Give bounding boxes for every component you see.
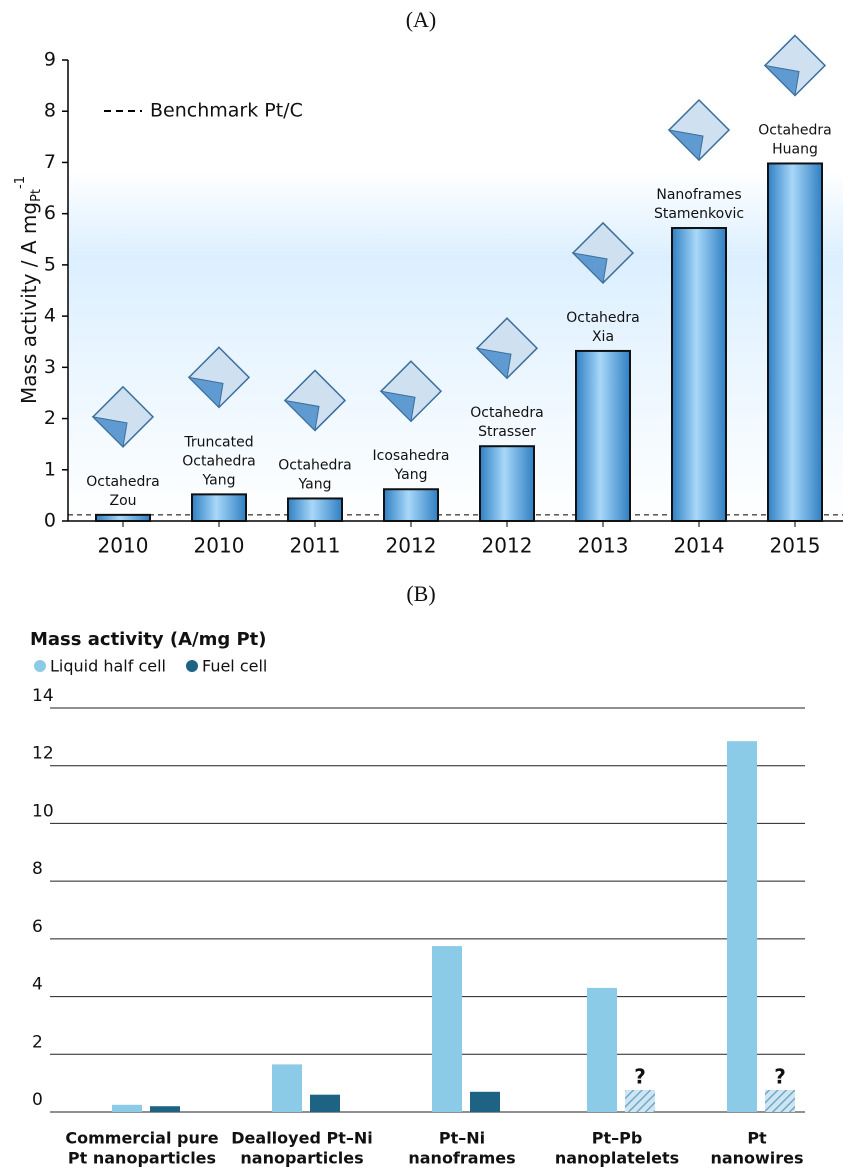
x-tick-label: 2014	[674, 534, 725, 558]
y-tick-label: 10	[32, 801, 54, 821]
polyhedron-face	[475, 347, 512, 380]
y-tick-label: 0	[44, 510, 56, 532]
unknown-bar	[625, 1090, 655, 1112]
bar	[95, 513, 151, 522]
y-tick-label: 4	[44, 305, 56, 327]
panel-title: (B)	[406, 581, 435, 606]
y-tick-label: 6	[44, 202, 56, 224]
polyhedron-face	[283, 399, 320, 432]
value-label: ?	[774, 1065, 786, 1089]
polyhedron-face	[763, 64, 800, 97]
bar-annotation: Octahedra	[278, 457, 352, 473]
bar	[727, 741, 757, 1112]
unknown-bar	[765, 1090, 795, 1112]
bar-annotation: Xia	[592, 329, 614, 345]
bar-annotation: Yang	[394, 467, 428, 483]
x-tick-label: nanoframes	[408, 1149, 515, 1168]
y-tick-label: 1	[44, 458, 56, 480]
bar	[383, 488, 439, 522]
y-axis-label-sub: Pt	[29, 189, 44, 202]
x-tick-label: nanoparticles	[240, 1149, 363, 1168]
bar	[470, 1091, 500, 1112]
legend-label: Benchmark Pt/C	[150, 100, 303, 122]
x-tick-label: 2012	[386, 534, 437, 558]
x-tick-label: Pt	[747, 1129, 767, 1148]
bar	[150, 1106, 180, 1112]
bar-annotation: Octahedra	[566, 310, 640, 326]
y-tick-label: 4	[32, 975, 43, 995]
bar	[287, 497, 343, 522]
y-axis-label-main: Mass activity / A mg	[17, 202, 41, 404]
x-tick-label: nanowires	[710, 1149, 803, 1168]
bar-annotation: Octahedra	[86, 474, 160, 490]
x-tick-label: 2010	[194, 534, 245, 558]
bar-annotation: Yang	[202, 472, 236, 488]
bar-annotation: Yang	[298, 476, 332, 492]
y-tick-label: 14	[32, 686, 54, 706]
bar	[112, 1104, 142, 1112]
panel-title: (A)	[406, 7, 437, 32]
chart-subtitle: Mass activity (A/mg Pt)	[30, 629, 267, 650]
bar-annotation: Huang	[772, 141, 818, 157]
polyhedron-face	[571, 252, 608, 284]
y-axis-label-sup: -1	[13, 176, 28, 189]
y-tick-label: 7	[44, 151, 56, 173]
x-tick-label: 2010	[98, 534, 149, 558]
bar-annotation: Icosahedra	[373, 448, 450, 464]
y-tick-label: 9	[44, 49, 56, 71]
y-tick-label: 8	[44, 100, 56, 122]
bar	[272, 1064, 302, 1112]
x-tick-label: Pt–Ni	[439, 1129, 485, 1148]
bar	[310, 1094, 340, 1112]
value-label: ?	[634, 1065, 646, 1089]
bar	[479, 445, 535, 522]
x-tick-label: Commercial pure	[65, 1129, 218, 1148]
x-tick-label: 2011	[290, 534, 341, 558]
polyhedron-face	[379, 390, 416, 423]
legend-label: Liquid half cell	[50, 657, 166, 676]
y-tick-label: 2	[44, 407, 56, 429]
polyhedron-face	[667, 129, 704, 162]
bar	[671, 227, 727, 523]
bar	[191, 493, 247, 522]
bar-annotation: Octahedra	[182, 453, 256, 469]
legend-label: Fuel cell	[202, 657, 267, 676]
x-tick-label: Pt–Pb	[592, 1129, 643, 1148]
y-tick-label: 0	[32, 1090, 43, 1110]
legend-swatch	[185, 660, 198, 672]
bar-annotation: Octahedra	[758, 122, 832, 138]
bar	[432, 946, 462, 1112]
polyhedron-face	[91, 416, 128, 448]
x-tick-label: 2013	[578, 534, 629, 558]
y-tick-label: 3	[44, 356, 56, 378]
x-tick-label: 2012	[482, 534, 533, 558]
bar-annotation: Octahedra	[470, 405, 544, 421]
bar	[767, 162, 823, 522]
x-tick-label: 2015	[770, 534, 821, 558]
bar-annotation: Stamenkovic	[654, 206, 744, 222]
y-axis-label: Mass activity / A mgPt-1	[13, 176, 44, 404]
y-tick-label: 2	[32, 1032, 43, 1052]
bar	[587, 987, 617, 1112]
y-tick-label: 12	[32, 744, 54, 764]
y-tick-label: 6	[32, 917, 43, 937]
y-tick-label: 5	[44, 253, 56, 275]
legend-swatch	[34, 660, 46, 672]
x-tick-label: Pt nanoparticles	[68, 1149, 216, 1168]
polyhedron-face	[187, 376, 224, 409]
y-tick-label: 8	[32, 859, 43, 879]
bar-annotation: Zou	[109, 493, 136, 509]
bar-annotation: Truncated	[183, 434, 253, 450]
bar-annotation: Nanoframes	[656, 187, 741, 203]
bar-annotation: Strasser	[478, 424, 536, 440]
x-tick-label: Dealloyed Pt–Ni	[231, 1129, 372, 1148]
x-tick-label: nanoplatelets	[555, 1149, 679, 1168]
bar	[575, 349, 631, 523]
